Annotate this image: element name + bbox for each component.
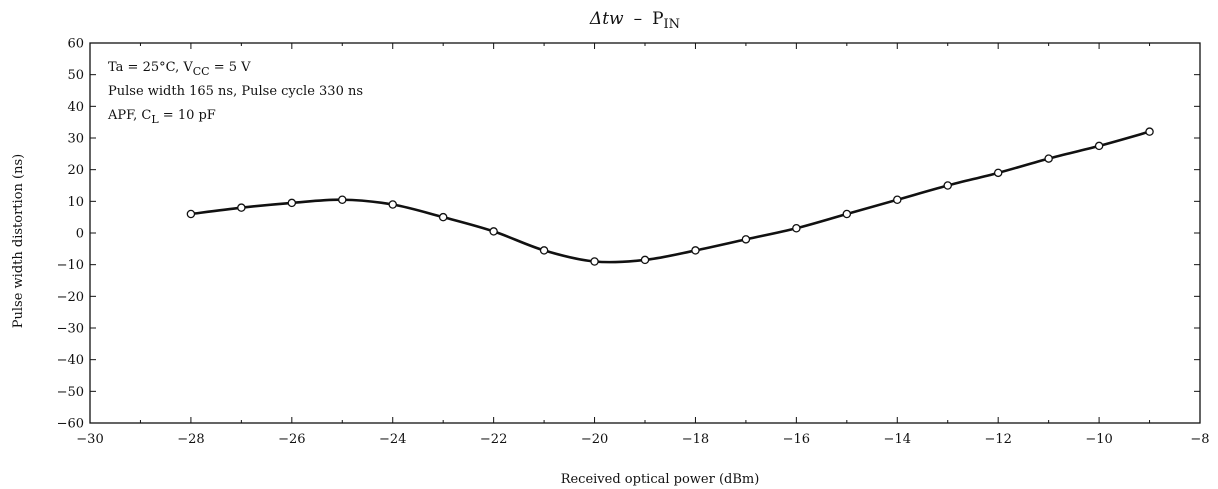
x-tick-label: −28 xyxy=(177,432,204,447)
series-line xyxy=(190,130,1150,264)
data-point xyxy=(741,235,751,244)
x-axis-label: Received optical power (dBm) xyxy=(561,472,760,487)
x-tick-label: −16 xyxy=(783,432,810,447)
y-axis: 60 50 40 30 20 10 0 −10 −20 −30 −40 −50 −60 xyxy=(57,37,1200,432)
y-tick-label: −50 xyxy=(57,385,84,400)
annotation-box: Ta = 25°C, VCC = 5 V Pulse width 165 ns,… xyxy=(107,60,363,126)
y-tick-label: −20 xyxy=(57,290,84,305)
annotation-load: APF, CL = 10 pF xyxy=(107,108,216,126)
data-point xyxy=(287,198,297,208)
x-tick-label: −22 xyxy=(480,432,507,447)
x-tick-label: −26 xyxy=(278,432,305,447)
data-point xyxy=(438,212,448,222)
x-tick-label: −30 xyxy=(76,432,103,447)
data-point xyxy=(338,195,347,204)
data-point xyxy=(1094,141,1104,151)
x-tick-label: −12 xyxy=(984,432,1011,447)
y-tick-label: 40 xyxy=(67,100,84,115)
data-point xyxy=(691,246,700,255)
data-point xyxy=(388,200,397,209)
x-tick-label: −24 xyxy=(379,432,406,447)
data-series xyxy=(186,127,1154,266)
y-axis-label: Pulse width distortion (ns) xyxy=(11,154,26,328)
y-tick-label: 10 xyxy=(67,195,84,210)
x-tick-label: −18 xyxy=(682,432,709,447)
x-tick-label: −10 xyxy=(1085,432,1112,447)
data-point xyxy=(489,227,498,236)
data-point xyxy=(993,168,1003,178)
x-tick-label: −8 xyxy=(1190,432,1209,447)
x-tick-label: −20 xyxy=(581,432,608,447)
x-axis: −30 −28 −26 −24 −22 −20 −18 −16 −14 −12 −10 −8 xyxy=(76,43,1210,447)
data-point xyxy=(842,209,852,219)
annotation-conditions: Ta = 25°C, VCC = 5 V xyxy=(108,60,251,78)
data-point xyxy=(943,181,952,190)
data-point xyxy=(1044,154,1053,163)
y-tick-label: 50 xyxy=(67,68,84,83)
y-tick-label: −30 xyxy=(57,322,84,337)
annotation-pulse: Pulse width 165 ns, Pulse cycle 330 ns xyxy=(108,84,363,99)
y-tick-label: 0 xyxy=(76,227,84,242)
y-tick-label: 30 xyxy=(67,132,84,147)
data-point xyxy=(590,257,599,266)
x-tick-label: −14 xyxy=(884,432,911,447)
y-tick-label: −40 xyxy=(57,353,84,368)
y-tick-label: −10 xyxy=(57,258,84,273)
data-point xyxy=(1145,127,1154,136)
y-tick-label: 20 xyxy=(67,163,84,178)
data-point xyxy=(893,195,902,204)
data-point xyxy=(640,255,650,265)
data-point xyxy=(792,223,801,233)
chart-title: Δtw – PIN xyxy=(589,9,680,32)
data-point xyxy=(539,246,549,255)
plot-area-frame xyxy=(89,42,1201,424)
data-point xyxy=(186,209,196,219)
data-point xyxy=(237,203,246,212)
y-tick-label: 60 xyxy=(67,37,84,52)
y-tick-label: −60 xyxy=(57,417,84,432)
